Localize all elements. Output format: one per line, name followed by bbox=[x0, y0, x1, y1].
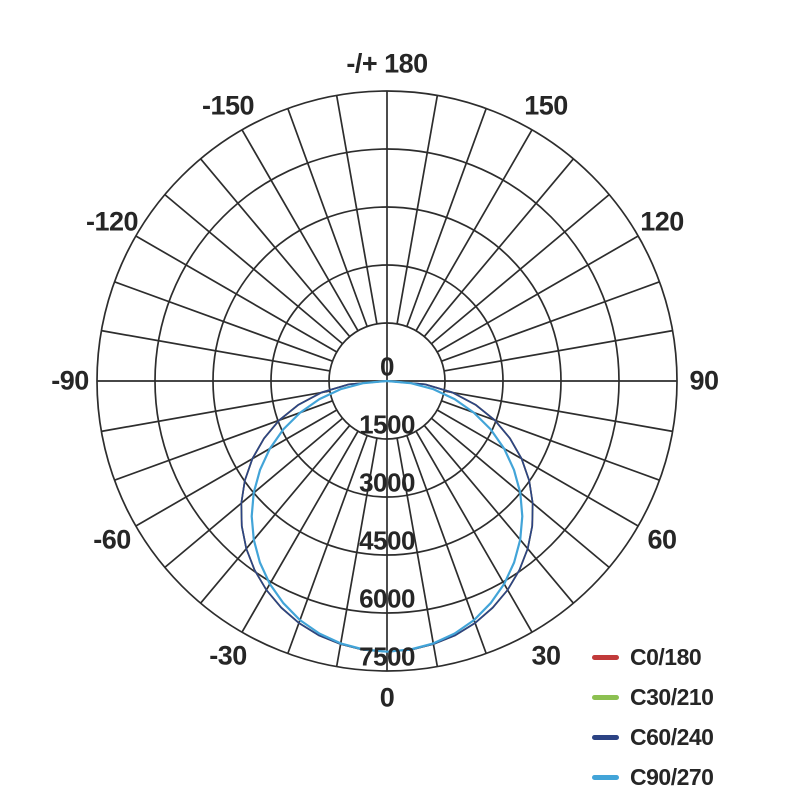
angle-label-90: 90 bbox=[689, 365, 719, 396]
polar-grid bbox=[96, 90, 678, 672]
grid-spoke bbox=[335, 95, 378, 325]
grid-spoke bbox=[335, 437, 378, 667]
grid-spoke bbox=[441, 281, 660, 362]
angle-label--30: -30 bbox=[209, 640, 247, 671]
grid-spoke bbox=[423, 158, 575, 338]
grid-spoke bbox=[441, 400, 660, 481]
grid-spoke bbox=[423, 424, 575, 604]
angle-label-120: 120 bbox=[640, 206, 684, 237]
radial-tick-label-4500: 4500 bbox=[359, 525, 415, 556]
grid-spoke bbox=[415, 430, 533, 633]
legend-label: C0/180 bbox=[630, 644, 702, 670]
grid-spoke bbox=[443, 329, 673, 372]
angle-label--60: -60 bbox=[93, 524, 131, 555]
legend-item-C30-210: C30/210 bbox=[592, 684, 714, 711]
grid-spoke bbox=[199, 424, 351, 604]
angle-label--90: -90 bbox=[51, 365, 89, 396]
angle-label-30: 30 bbox=[531, 640, 561, 671]
grid-spoke bbox=[396, 437, 439, 667]
legend-label: C30/210 bbox=[630, 684, 714, 710]
grid-spoke bbox=[436, 235, 639, 353]
grid-spoke bbox=[114, 281, 333, 362]
angle-label--180: -/+ 180 bbox=[346, 48, 428, 79]
grid-spoke bbox=[241, 129, 359, 332]
legend-color-dash bbox=[592, 735, 619, 740]
legend-color-dash bbox=[592, 695, 619, 700]
radial-tick-label-1500: 1500 bbox=[359, 409, 415, 440]
legend-item-C90-270: C90/270 bbox=[592, 764, 714, 791]
grid-spoke bbox=[241, 430, 359, 633]
radial-tick-label-6000: 6000 bbox=[359, 583, 415, 614]
grid-spoke bbox=[430, 193, 610, 345]
grid-spoke bbox=[415, 129, 533, 332]
radial-tick-label-3000: 3000 bbox=[359, 467, 415, 498]
radial-tick-label-0: 0 bbox=[380, 351, 394, 382]
angle-label-60: 60 bbox=[647, 524, 677, 555]
grid-spoke bbox=[287, 108, 368, 327]
grid-spoke bbox=[101, 329, 331, 372]
curve-C90-270 bbox=[250, 379, 524, 653]
c-plane-curves bbox=[240, 379, 534, 653]
legend-label: C60/240 bbox=[630, 724, 714, 750]
legend-color-dash bbox=[592, 655, 619, 660]
grid-spoke bbox=[164, 193, 344, 345]
grid-spoke bbox=[406, 435, 487, 654]
legend-item-C0-180: C0/180 bbox=[592, 644, 713, 671]
legend: C0/180 C30/210 C60/240 C90/270 bbox=[592, 644, 714, 791]
angle-label-150: 150 bbox=[524, 90, 568, 121]
radial-tick-label-7500: 7500 bbox=[359, 641, 415, 672]
grid-spoke bbox=[443, 390, 673, 433]
legend-label: C90/270 bbox=[630, 764, 714, 790]
angle-label--150: -150 bbox=[201, 90, 255, 121]
grid-spoke bbox=[101, 390, 331, 433]
angle-label-0: 0 bbox=[379, 682, 395, 713]
grid-spoke bbox=[135, 235, 338, 353]
grid-spoke bbox=[135, 409, 338, 527]
grid-spoke bbox=[406, 108, 487, 327]
legend-color-dash bbox=[592, 775, 619, 780]
angle-label--120: -120 bbox=[85, 206, 139, 237]
grid-spoke bbox=[396, 95, 439, 325]
grid-spoke bbox=[436, 409, 639, 527]
grid-spoke bbox=[114, 400, 333, 481]
grid-spoke bbox=[199, 158, 351, 338]
grid-spoke bbox=[287, 435, 368, 654]
legend-item-C60-240: C60/240 bbox=[592, 724, 714, 751]
